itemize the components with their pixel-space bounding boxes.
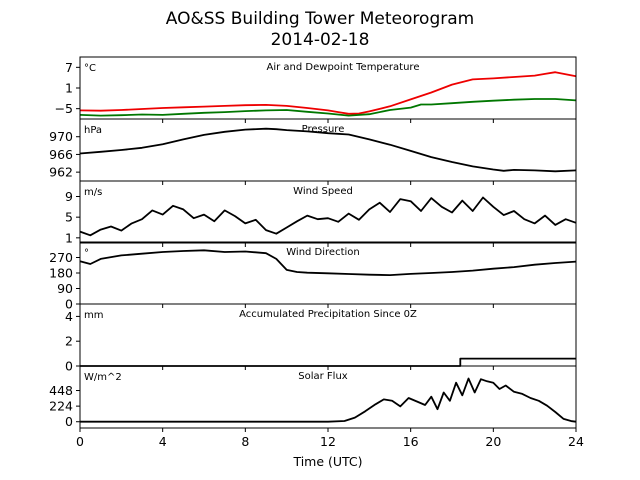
x-tick-label: 24 xyxy=(568,434,584,449)
series-line-4-0 xyxy=(80,357,576,367)
panel-1: 962 966 970 hPa Pressure xyxy=(49,118,577,185)
panels: −5 1 7 °C Air and Dewpoint Temperature 962 966… xyxy=(49,56,577,432)
panel-title: Wind Speed xyxy=(293,186,353,197)
y-tick-label: 448 xyxy=(49,383,73,398)
panel-2: 1 5 9 m/s Wind Speed xyxy=(65,180,577,247)
x-tick-label: 8 xyxy=(241,434,249,449)
y-tick-label: 0 xyxy=(65,414,73,429)
series-line-0-1 xyxy=(79,98,577,117)
y-tick-label: 1 xyxy=(65,81,73,96)
series-line-5-0 xyxy=(80,377,577,423)
panel-title: Solar Flux xyxy=(298,371,348,382)
panel-0: −5 1 7 °C Air and Dewpoint Temperature xyxy=(55,56,577,123)
x-tick-label: 4 xyxy=(159,434,167,449)
panel-unit: W/m^2 xyxy=(84,372,122,383)
series-line-1-0 xyxy=(79,127,577,173)
y-tick-label: 1 xyxy=(65,230,73,245)
panel-unit: mm xyxy=(84,310,103,321)
x-axis-label: Time (UTC) xyxy=(292,454,362,469)
x-tick-label: 0 xyxy=(76,434,84,449)
panel-4: 0 2 4 mm Accumulated Precipitation Since 0Z xyxy=(65,303,577,374)
y-tick-label: 962 xyxy=(49,165,73,180)
panel-unit: ° xyxy=(84,248,89,259)
y-tick-label: 970 xyxy=(49,129,73,144)
y-tick-label: 224 xyxy=(49,399,73,414)
y-tick-label: 5 xyxy=(65,210,73,225)
series-line-2-0 xyxy=(79,196,577,237)
y-tick-label: 7 xyxy=(65,60,73,75)
panel-unit: °C xyxy=(84,63,96,74)
panel-title: Wind Direction xyxy=(286,247,360,258)
x-tick-label: 20 xyxy=(485,434,501,449)
y-tick-label: 0 xyxy=(65,359,73,374)
chart-title: AO&SS Building Tower Meteorogram xyxy=(166,9,474,29)
chart-date: 2014-02-18 xyxy=(271,30,370,50)
y-tick-label: 0 xyxy=(65,297,73,312)
y-tick-label: 9 xyxy=(65,189,73,204)
y-tick-label: 270 xyxy=(49,250,73,265)
y-tick-label: 90 xyxy=(57,281,73,296)
panel-title: Pressure xyxy=(302,124,345,135)
series-line-3-0 xyxy=(79,249,577,277)
panel-unit: hPa xyxy=(84,125,102,136)
panel-title: Accumulated Precipitation Since 0Z xyxy=(239,309,417,320)
y-tick-label: 180 xyxy=(49,266,73,281)
y-tick-label: 966 xyxy=(49,147,73,162)
panel-unit: m/s xyxy=(84,187,102,198)
x-axis: 0 4 8 12 16 20 24 xyxy=(76,434,584,449)
y-tick-label: 4 xyxy=(65,309,73,324)
x-tick-label: 12 xyxy=(320,434,336,449)
y-tick-label: 2 xyxy=(65,334,73,349)
y-tick-label: −5 xyxy=(55,101,73,116)
x-tick-label: 16 xyxy=(403,434,419,449)
series-line-0-0 xyxy=(79,71,577,115)
panel-title: Air and Dewpoint Temperature xyxy=(267,62,420,73)
